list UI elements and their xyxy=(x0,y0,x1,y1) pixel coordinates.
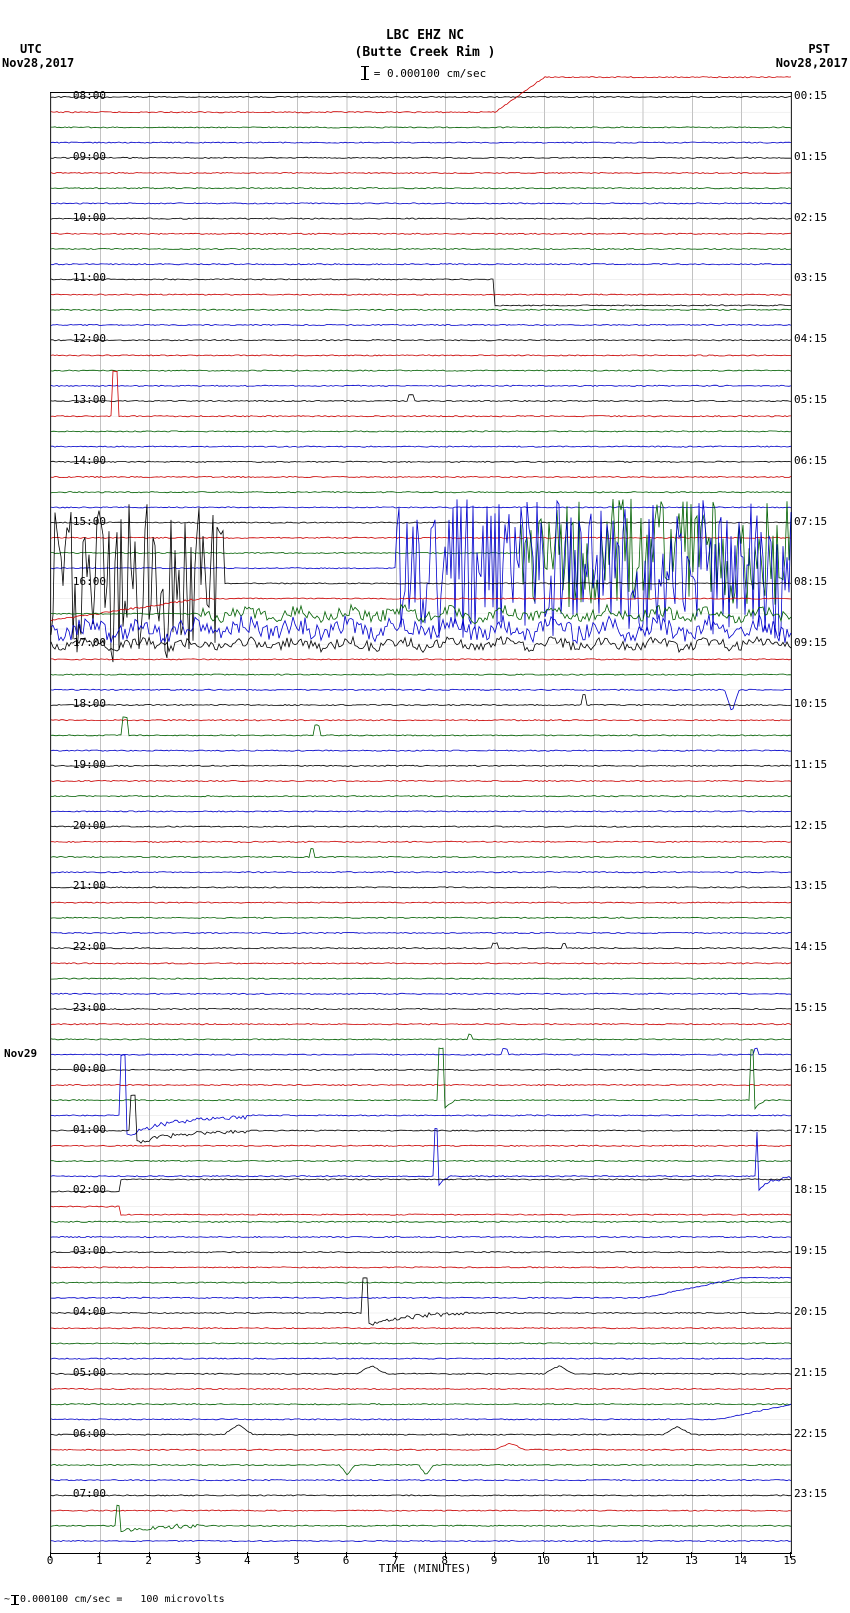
pst-time-label: 10:15 xyxy=(794,697,827,710)
date-right-label: Nov28,2017 xyxy=(776,56,848,70)
footer-scale-val: 0.000100 cm/sec = xyxy=(20,1594,122,1605)
pst-time-label: 18:15 xyxy=(794,1183,827,1196)
seismogram-container: LBC EHZ NC (Butte Creek Rim ) = 0.000100… xyxy=(0,0,850,1613)
x-tick-label: 2 xyxy=(145,1554,152,1567)
utc-time-label: 09:00 xyxy=(73,150,106,163)
utc-time-label: 12:00 xyxy=(73,332,106,345)
scale-bar-icon xyxy=(364,66,366,80)
x-tick-label: 6 xyxy=(343,1554,350,1567)
trace-svg xyxy=(51,93,791,1553)
pst-time-label: 21:15 xyxy=(794,1366,827,1379)
pst-time-label: 20:15 xyxy=(794,1305,827,1318)
date-left-label: Nov28,2017 xyxy=(2,56,74,70)
pst-time-label: 22:15 xyxy=(794,1427,827,1440)
pst-time-label: 19:15 xyxy=(794,1244,827,1257)
tz-left-label: UTC xyxy=(20,42,42,56)
pst-time-label: 07:15 xyxy=(794,515,827,528)
utc-time-label: 11:00 xyxy=(73,271,106,284)
pst-time-label: 08:15 xyxy=(794,575,827,588)
x-tick-label: 5 xyxy=(293,1554,300,1567)
x-tick-label: 4 xyxy=(244,1554,251,1567)
x-tick-label: 15 xyxy=(783,1554,796,1567)
pst-time-label: 01:15 xyxy=(794,150,827,163)
pst-time-label: 13:15 xyxy=(794,879,827,892)
utc-time-label: 01:00 xyxy=(73,1123,106,1136)
utc-time-label: 05:00 xyxy=(73,1366,106,1379)
pst-time-label: 15:15 xyxy=(794,1001,827,1014)
utc-time-label: 06:00 xyxy=(73,1427,106,1440)
pst-time-label: 09:15 xyxy=(794,636,827,649)
utc-time-label: 03:00 xyxy=(73,1244,106,1257)
utc-time-label: 07:00 xyxy=(73,1487,106,1500)
x-tick-label: 7 xyxy=(392,1554,399,1567)
x-tick-label: 11 xyxy=(586,1554,599,1567)
station-code: LBC EHZ NC xyxy=(0,28,850,43)
utc-time-label: 02:00 xyxy=(73,1183,106,1196)
utc-time-label: 17:00 xyxy=(73,636,106,649)
day2-label: Nov29 xyxy=(4,1047,37,1060)
pst-time-label: 17:15 xyxy=(794,1123,827,1136)
utc-time-label: 20:00 xyxy=(73,819,106,832)
x-axis-label: TIME (MINUTES) xyxy=(0,1562,850,1575)
utc-time-label: 18:00 xyxy=(73,697,106,710)
footer-scale-bar-icon xyxy=(14,1595,16,1605)
x-tick-label: 13 xyxy=(685,1554,698,1567)
x-tick-label: 1 xyxy=(96,1554,103,1567)
utc-time-label: 16:00 xyxy=(73,575,106,588)
x-tick-label: 8 xyxy=(441,1554,448,1567)
utc-time-label: 22:00 xyxy=(73,940,106,953)
x-tick-label: 0 xyxy=(47,1554,54,1567)
scale-indicator: = 0.000100 cm/sec xyxy=(0,66,850,80)
pst-time-label: 14:15 xyxy=(794,940,827,953)
utc-time-label: 15:00 xyxy=(73,515,106,528)
x-tick-label: 10 xyxy=(537,1554,550,1567)
utc-time-label: 21:00 xyxy=(73,879,106,892)
tz-right-label: PST xyxy=(808,42,830,56)
pst-time-label: 06:15 xyxy=(794,454,827,467)
scale-text: = 0.000100 cm/sec xyxy=(374,67,487,80)
pst-time-label: 11:15 xyxy=(794,758,827,771)
seismogram-plot xyxy=(50,92,792,1554)
utc-time-label: 23:00 xyxy=(73,1001,106,1014)
utc-time-label: 19:00 xyxy=(73,758,106,771)
station-name: (Butte Creek Rim ) xyxy=(0,45,850,60)
footer-scale-post: 100 microvolts xyxy=(140,1594,224,1605)
pst-time-label: 12:15 xyxy=(794,819,827,832)
x-tick-label: 14 xyxy=(734,1554,747,1567)
x-tick-label: 12 xyxy=(635,1554,648,1567)
pst-time-label: 03:15 xyxy=(794,271,827,284)
pst-time-label: 00:15 xyxy=(794,89,827,102)
footer-scale: ~ 0.000100 cm/sec = 100 microvolts xyxy=(4,1594,225,1605)
utc-time-label: 04:00 xyxy=(73,1305,106,1318)
pst-time-label: 02:15 xyxy=(794,211,827,224)
x-tick-label: 9 xyxy=(491,1554,498,1567)
utc-time-label: 08:00 xyxy=(73,89,106,102)
header: LBC EHZ NC (Butte Creek Rim ) = 0.000100… xyxy=(0,28,850,80)
utc-time-label: 00:00 xyxy=(73,1062,106,1075)
utc-time-label: 10:00 xyxy=(73,211,106,224)
x-tick-label: 3 xyxy=(195,1554,202,1567)
utc-time-label: 13:00 xyxy=(73,393,106,406)
pst-time-label: 04:15 xyxy=(794,332,827,345)
pst-time-label: 23:15 xyxy=(794,1487,827,1500)
pst-time-label: 16:15 xyxy=(794,1062,827,1075)
utc-time-label: 14:00 xyxy=(73,454,106,467)
footer-seismic-icon: ~ xyxy=(4,1594,10,1605)
pst-time-label: 05:15 xyxy=(794,393,827,406)
